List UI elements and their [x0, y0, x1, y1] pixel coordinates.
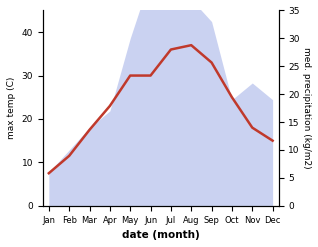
Y-axis label: max temp (C): max temp (C)	[7, 77, 16, 139]
X-axis label: date (month): date (month)	[122, 230, 200, 240]
Y-axis label: med. precipitation (kg/m2): med. precipitation (kg/m2)	[302, 47, 311, 169]
